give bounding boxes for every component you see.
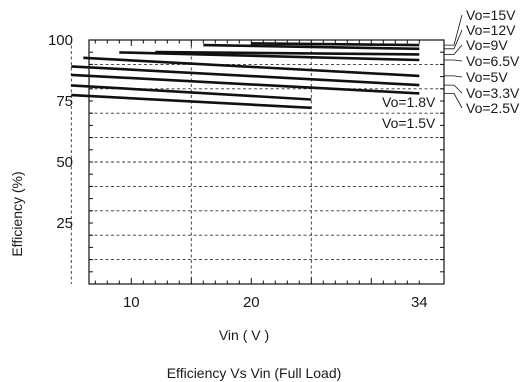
series-label: Vo=5V (466, 69, 508, 85)
series-label: Vo=1.5V (382, 115, 436, 131)
y-tick-label: 50 (56, 154, 73, 171)
series-label: Vo=2.5V (466, 100, 520, 116)
series-label: Vo=12V (466, 22, 516, 38)
series-line (71, 65, 420, 87)
chart-caption: Efficiency Vs Vin (Full Load) (167, 365, 342, 381)
label-leader (444, 75, 463, 78)
label-leader (444, 84, 463, 94)
grid-lines (70, 40, 444, 284)
series-line (203, 43, 420, 51)
label-leaders (444, 14, 463, 109)
series-label: Vo=1.8V (382, 94, 436, 110)
series-lines (71, 42, 420, 110)
series-label: Vo=6.5V (466, 53, 520, 69)
series-label: Vo=9V (466, 37, 508, 53)
y-tick-label: 25 (56, 215, 73, 232)
x-tick-label: 34 (411, 294, 428, 311)
series-label: Vo=15V (466, 7, 516, 23)
series-line (251, 42, 420, 47)
plot-frame (88, 39, 445, 285)
series-labels: Vo=15VVo=12VVo=9VVo=6.5VVo=5VVo=3.3VVo=2… (382, 7, 520, 131)
series-line (119, 51, 420, 62)
label-leader (444, 29, 463, 50)
label-leader (444, 93, 463, 109)
label-leader (444, 14, 463, 46)
y-axis-title: Efficiency (%) (9, 171, 25, 256)
label-leader (444, 44, 463, 55)
series-label: Vo=3.3V (466, 85, 520, 101)
series-line (71, 73, 420, 95)
label-leader (444, 59, 463, 62)
x-tick-label: 10 (123, 294, 140, 311)
series-line (71, 93, 312, 110)
x-tick-label: 20 (243, 294, 260, 311)
series-line (83, 56, 420, 78)
y-tick-label: 100 (48, 32, 73, 49)
series-line (71, 84, 312, 101)
x-axis-title: Vin ( V ) (219, 327, 269, 343)
y-tick-labels: 25 50 75 100 (48, 32, 73, 232)
series-line (155, 50, 420, 56)
y-tick-label: 75 (56, 93, 73, 110)
x-tick-labels: 10 20 34 (123, 294, 428, 311)
